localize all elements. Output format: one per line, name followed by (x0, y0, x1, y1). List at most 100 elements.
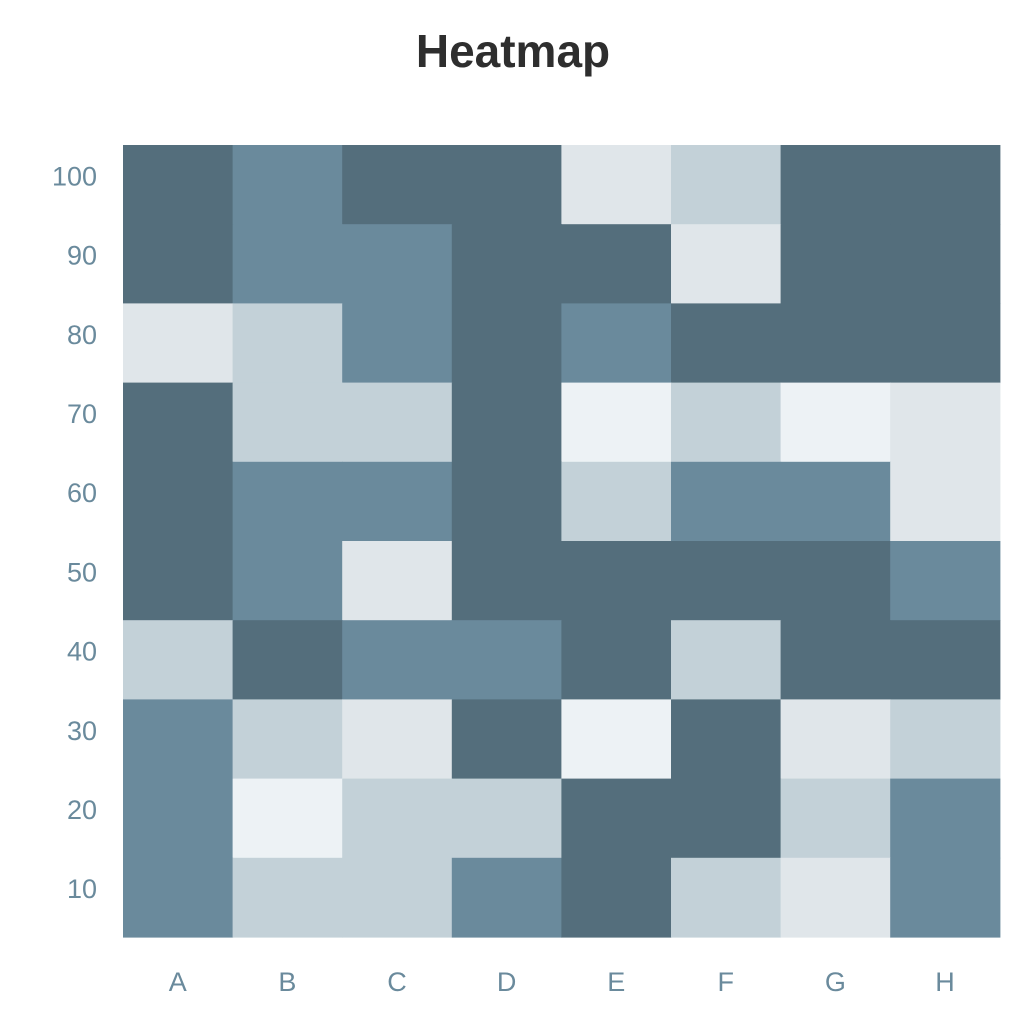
heatmap-cell-D-70 (451, 382, 562, 463)
heatmap-cell-G-30 (780, 699, 891, 780)
heatmap-cell-B-80 (232, 303, 343, 384)
heatmap-cell-E-60 (561, 461, 672, 542)
heatmap-cell-E-30 (561, 699, 672, 780)
x-tick-label: F (718, 967, 735, 997)
heatmap-cell-C-70 (342, 382, 453, 463)
heatmap-cell-E-50 (561, 541, 672, 621)
heatmap-cell-G-10 (780, 857, 891, 938)
heatmap-cell-D-30 (451, 699, 562, 780)
y-tick-label: 60 (67, 478, 97, 508)
x-tick-label: G (825, 967, 846, 997)
heatmap-cell-H-90 (890, 224, 1001, 304)
heatmap-cell-G-40 (780, 620, 891, 700)
heatmap-cell-A-10 (123, 857, 234, 938)
heatmap-cell-D-40 (451, 620, 562, 700)
heatmap-cell-G-70 (780, 382, 891, 463)
heatmap-cell-G-20 (780, 778, 891, 859)
heatmap-cell-D-80 (451, 303, 562, 384)
heatmap-cell-F-20 (671, 778, 782, 859)
heatmap-cell-D-50 (451, 541, 562, 621)
heatmap-cell-H-50 (890, 541, 1001, 621)
heatmap-cell-H-80 (890, 303, 1001, 384)
heatmap-cell-F-70 (671, 382, 782, 463)
heatmap-cell-D-90 (451, 224, 562, 304)
y-tick-label: 50 (67, 557, 97, 587)
heatmap-cell-A-100 (123, 145, 234, 225)
heatmap-cell-G-50 (780, 541, 891, 621)
heatmap-cell-F-10 (671, 857, 782, 938)
x-tick-label: E (607, 967, 625, 997)
y-tick-label: 30 (67, 716, 97, 746)
heatmap-cell-E-90 (561, 224, 672, 304)
heatmap-cell-C-60 (342, 461, 453, 542)
x-tick-label: B (278, 967, 296, 997)
heatmap-cell-F-30 (671, 699, 782, 780)
heatmap-cell-G-80 (780, 303, 891, 384)
y-tick-label: 70 (67, 399, 97, 429)
heatmap-cell-C-40 (342, 620, 453, 700)
heatmap-cell-G-100 (780, 145, 891, 225)
heatmap-cell-H-60 (890, 461, 1001, 542)
x-tick-label: A (169, 967, 187, 997)
x-tick-label: H (935, 967, 955, 997)
heatmap-cell-C-90 (342, 224, 453, 304)
heatmap-cell-D-20 (451, 778, 562, 859)
heatmap-cell-G-60 (780, 461, 891, 542)
heatmap-cell-A-80 (123, 303, 234, 384)
heatmap-cell-F-60 (671, 461, 782, 542)
heatmap-cell-C-30 (342, 699, 453, 780)
y-tick-label: 80 (67, 320, 97, 350)
y-tick-label: 40 (67, 637, 97, 667)
heatmap-cell-B-90 (232, 224, 343, 304)
heatmap-cell-E-100 (561, 145, 672, 225)
heatmap-cell-B-50 (232, 541, 343, 621)
heatmap-cell-E-80 (561, 303, 672, 384)
heatmap-cell-C-100 (342, 145, 453, 225)
heatmap-cell-D-100 (451, 145, 562, 225)
x-tick-label: C (387, 967, 407, 997)
heatmap-cell-H-40 (890, 620, 1001, 700)
heatmap-cell-D-60 (451, 461, 562, 542)
chart-title: Heatmap (415, 25, 611, 77)
heatmap-cell-H-20 (890, 778, 1001, 859)
heatmap-cell-F-50 (671, 541, 782, 621)
heatmap-cell-B-30 (232, 699, 343, 780)
heatmap-cell-C-10 (342, 857, 453, 938)
heatmap-cell-B-20 (232, 778, 343, 859)
heatmap-cell-E-10 (561, 857, 672, 938)
heatmap-cell-C-50 (342, 541, 453, 621)
heatmap-cell-E-70 (561, 382, 672, 463)
heatmap-cell-H-10 (890, 857, 1001, 938)
heatmap-cell-A-40 (123, 620, 234, 700)
heatmap-cell-H-100 (890, 145, 1001, 225)
heatmap-cell-B-100 (232, 145, 343, 225)
y-tick-label: 10 (67, 874, 97, 904)
heatmap-cell-E-20 (561, 778, 672, 859)
heatmap-cell-A-20 (123, 778, 234, 859)
heatmap-cell-C-20 (342, 778, 453, 859)
heatmap-cell-F-40 (671, 620, 782, 700)
heatmap-cell-D-10 (451, 857, 562, 938)
heatmap-cell-G-90 (780, 224, 891, 304)
heatmap-cell-A-30 (123, 699, 234, 780)
y-tick-label: 20 (67, 795, 97, 825)
heatmap-cell-A-90 (123, 224, 234, 304)
heatmap-cell-B-60 (232, 461, 343, 542)
heatmap-cell-E-40 (561, 620, 672, 700)
x-tick-label: D (497, 967, 517, 997)
y-tick-label: 90 (67, 241, 97, 271)
heatmap-cell-C-80 (342, 303, 453, 384)
heatmap-cell-F-90 (671, 224, 782, 304)
heatmap-cell-B-10 (232, 857, 343, 938)
heatmap-cell-H-70 (890, 382, 1001, 463)
heatmap-cell-H-30 (890, 699, 1001, 780)
y-tick-label: 100 (52, 161, 97, 191)
heatmap-cell-A-60 (123, 461, 234, 542)
heatmap-cell-A-70 (123, 382, 234, 463)
heatmap-cell-A-50 (123, 541, 234, 621)
heatmap-cell-B-40 (232, 620, 343, 700)
heatmap-cell-F-80 (671, 303, 782, 384)
heatmap-cell-F-100 (671, 145, 782, 225)
